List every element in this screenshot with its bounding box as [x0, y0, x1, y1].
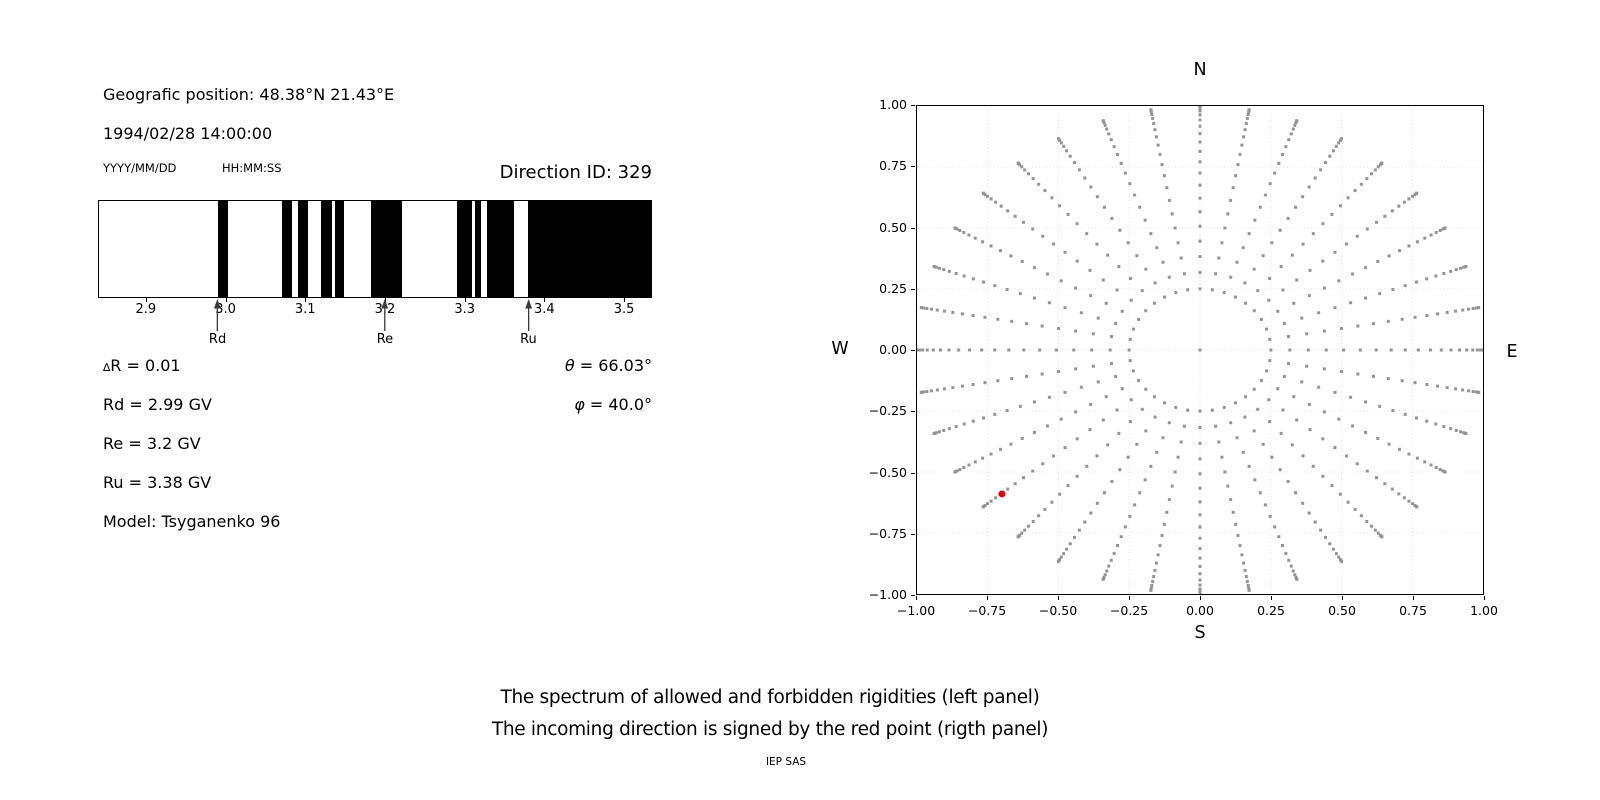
direction-x-tick-label: −0.75 [967, 603, 1007, 618]
spectrum-x-tick-label: 2.9 [135, 302, 157, 317]
compass-south-label: S [1194, 623, 1206, 643]
compass-north-label: N [1193, 60, 1207, 80]
allowed-band [334, 201, 345, 297]
direction-y-tick [911, 472, 915, 474]
direction-x-tick-label: −1.00 [896, 603, 936, 618]
cutoff-label-ru: Ru [520, 332, 537, 347]
direction-x-tick [987, 596, 988, 600]
rd-text: Rd = 2.99 GV [103, 395, 212, 414]
cutoff-arrow-re: Re [377, 299, 393, 347]
direction-scatter [917, 106, 1483, 594]
direction-x-tick-label: 0.00 [1186, 603, 1214, 618]
direction-x-tick [1271, 596, 1272, 600]
direction-x-tick [1200, 596, 1201, 600]
direction-x-tick [1484, 596, 1485, 600]
direction-y-tick [911, 533, 915, 535]
theta-symbol: θ [564, 356, 575, 375]
cutoff-label-re: Re [376, 332, 394, 347]
datetime-text: 1994/02/28 14:00:00 [103, 124, 273, 143]
direction-y-tick-label: 1.00 [879, 97, 907, 112]
ru-text: Ru = 3.38 GV [103, 473, 212, 492]
allowed-band [475, 201, 482, 297]
spectrum-x-tick [305, 298, 307, 302]
up-arrow-icon [525, 299, 532, 331]
direction-y-tick-label: 0.00 [879, 342, 907, 357]
re-text: Re = 3.2 GV [103, 434, 201, 453]
direction-dots [917, 106, 1483, 594]
direction-y-tick [911, 595, 915, 596]
credit-text: IEP SAS [765, 756, 807, 768]
direction-y-tick [911, 227, 915, 229]
spectrum-x-tick-label: 3.5 [613, 302, 635, 317]
spectrum-x-tick [544, 298, 546, 302]
direction-x-tick-label: 0.25 [1257, 603, 1285, 618]
theta-text: θ = 66.03° [564, 356, 652, 375]
direction-x-tick [916, 596, 917, 600]
cutoff-label-rd: Rd [208, 332, 227, 347]
delta-symbol: ∆ [103, 361, 111, 374]
direction-x-tick [1413, 596, 1414, 600]
incoming-direction-plot [916, 105, 1484, 595]
caption-line-2: The incoming direction is signed by the … [491, 719, 1049, 740]
direction-y-tick-label: −0.25 [868, 403, 907, 419]
direction-y-tick-label: 0.50 [879, 219, 907, 235]
direction-x-tick-label: 1.00 [1470, 603, 1498, 618]
allowed-band [487, 201, 514, 297]
rigidity-spectrum-axis: 2.9 3.0 3.1 3.2 3.3 3.4 3.5 Rd Re Ru [98, 298, 652, 360]
up-arrow-icon [214, 299, 221, 331]
compass-west-label: W [831, 339, 849, 359]
spectrum-x-tick-label: 3.3 [454, 302, 476, 317]
allowed-band [297, 201, 308, 297]
spectrum-x-tick [145, 298, 147, 302]
spectrum-x-tick-label: 3.1 [294, 302, 316, 317]
direction-x-tick [1129, 596, 1130, 600]
cutoff-arrow-ru: Ru [520, 299, 537, 347]
model-text: Model: Tsyganenko 96 [103, 512, 281, 531]
spectrum-x-tick [384, 298, 386, 302]
direction-y-tick [911, 166, 915, 168]
spectrum-x-tick [464, 298, 466, 302]
direction-y-tick-label: −1.00 [868, 587, 907, 602]
incoming-direction-point [998, 490, 1006, 498]
up-arrow-icon [381, 299, 389, 331]
phi-symbol: φ [574, 395, 585, 414]
spectrum-x-tick-label: 3.0 [215, 302, 236, 317]
direction-y-tick-label: 0.25 [879, 280, 907, 296]
allowed-band [527, 201, 651, 297]
allowed-band [457, 201, 473, 297]
direction-x-tick-label: 0.50 [1328, 603, 1356, 618]
direction-x-tick [1342, 596, 1343, 600]
spectrum-x-tick [624, 298, 626, 302]
delta-r-text: ∆R = 0.01 [103, 356, 181, 375]
direction-y-tick [911, 105, 915, 106]
spectrum-x-tick [225, 298, 227, 302]
direction-x-tick [1058, 596, 1059, 600]
compass-east-label: E [1506, 342, 1518, 362]
allowed-band [370, 201, 403, 297]
direction-x-tick-label: 0.75 [1399, 603, 1427, 618]
time-format-hint: HH:MM:SS [222, 161, 282, 175]
phi-text: φ = 40.0° [574, 395, 652, 414]
allowed-band [218, 201, 228, 297]
direction-y-tick-label: −0.50 [868, 464, 907, 480]
direction-id-text: Direction ID: 329 [499, 162, 652, 183]
date-format-hint: YYYY/MM/DD [103, 161, 177, 175]
rigidity-spectrum-plot [98, 200, 652, 298]
direction-x-tick-label: −0.25 [1109, 603, 1149, 618]
allowed-band [321, 201, 332, 297]
allowed-band [282, 201, 292, 297]
direction-x-tick-label: −0.50 [1038, 603, 1078, 618]
direction-y-tick [911, 350, 915, 351]
geographic-position-text: Geografic position: 48.38°N 21.43°E [103, 85, 395, 104]
spectrum-x-tick-label: 3.4 [534, 302, 555, 317]
direction-y-tick-label: −0.75 [868, 525, 907, 541]
caption-line-1: The spectrum of allowed and forbidden ri… [500, 687, 1040, 708]
direction-y-tick-label: 0.75 [879, 158, 907, 174]
direction-y-tick [911, 411, 915, 413]
direction-y-tick [911, 288, 915, 290]
cutoff-arrow-rd: Rd [209, 299, 226, 347]
